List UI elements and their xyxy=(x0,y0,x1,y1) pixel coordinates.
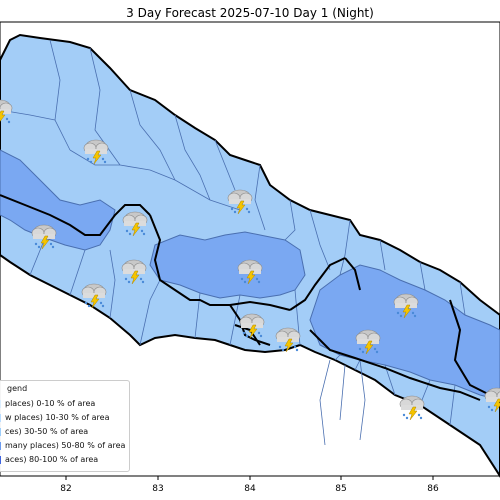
province-boundaries xyxy=(0,194,491,401)
legend-swatch xyxy=(0,399,1,408)
x-tick-label: 86 xyxy=(427,484,439,494)
thunderstorm-rain-icon xyxy=(399,395,425,421)
legend-label: aces) 80-100 % of area xyxy=(5,455,99,464)
x-tick-label: 83 xyxy=(152,484,163,494)
x-axis: 82 83 84 85 86 xyxy=(60,476,439,494)
legend-label: many places) 50-80 % of area xyxy=(5,441,126,450)
x-tick-label: 84 xyxy=(244,484,256,494)
legend-item: w places) 10-30 % of area xyxy=(0,413,109,422)
map-legend: gend places) 0-10 % of area w places) 10… xyxy=(0,380,130,472)
region-medium-east xyxy=(309,264,500,401)
legend-swatch xyxy=(0,413,1,422)
legend-swatch xyxy=(0,441,1,450)
x-tick-label: 85 xyxy=(335,484,346,494)
legend-swatch xyxy=(0,427,1,436)
legend-item: ces) 30-50 % of area xyxy=(0,427,88,436)
legend-label: w places) 10-30 % of area xyxy=(5,413,110,422)
x-tick-label: 82 xyxy=(60,484,71,494)
legend-swatch xyxy=(0,455,1,464)
region-medium-west xyxy=(0,149,116,251)
legend-item: aces) 80-100 % of area xyxy=(0,455,98,464)
legend-item: places) 0-10 % of area xyxy=(0,399,95,408)
legend-item: many places) 50-80 % of area xyxy=(0,441,125,450)
map-title: 3 Day Forecast 2025-07-10 Day 1 (Night) xyxy=(126,6,374,20)
legend-label: ces) 30-50 % of area xyxy=(5,427,89,436)
legend-label: places) 0-10 % of area xyxy=(5,399,96,408)
legend-title: gend xyxy=(7,384,28,393)
